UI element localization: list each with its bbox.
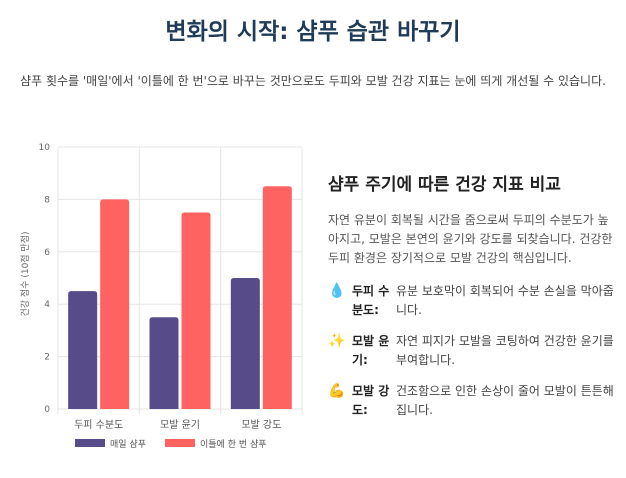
chart-grid <box>57 146 303 414</box>
item-hair-strength: 💪 모발 강도: 건조함으로 인한 손상이 줄어 모발이 튼튼해집니다. <box>328 382 614 420</box>
legend-label: 매일 샴푸 <box>110 439 146 450</box>
item-desc: 건조함으로 인한 손상이 줄어 모발이 튼튼해집니다. <box>396 384 614 417</box>
y-tick-label: 10 <box>39 143 51 153</box>
bar <box>68 291 98 409</box>
legend-swatch <box>165 439 195 447</box>
x-tick-label: 두피 수분도 <box>74 419 123 431</box>
chart-bars <box>68 186 292 409</box>
y-tick-label: 2 <box>44 353 50 363</box>
y-axis-ticks: 0 2 4 6 8 10 <box>39 143 51 415</box>
item-hair-shine: ✨ 모발 윤기: 자연 피지가 모발을 코팅하여 건강한 윤기를 부여합니다. <box>328 332 614 370</box>
item-title: 두피 수분도: <box>352 284 390 317</box>
bar <box>100 199 130 409</box>
panel-title: 샴푸 주기에 따른 건강 지표 비교 <box>328 175 561 195</box>
page-title: 변화의 시작: 샴푸 습관 바꾸기 <box>165 19 461 45</box>
panel-description: 자연 유분이 회복될 시간을 줌으로써 두피의 수분도가 높아지고, 모발은 본… <box>328 213 613 265</box>
bar <box>262 186 292 409</box>
legend-label: 이틀에 한 번 샴푸 <box>200 439 267 450</box>
item-scalp-moisture: 💧 두피 수분도: 유분 보호막이 회복되어 수분 손실을 막아줍니다. <box>328 282 614 320</box>
x-axis-labels: 두피 수분도 모발 윤기 모발 강도 <box>74 419 281 431</box>
item-desc: 자연 피지가 모발을 코팅하여 건강한 윤기를 부여합니다. <box>396 334 614 367</box>
x-tick-label: 모발 윤기 <box>160 419 200 431</box>
item-title: 모발 강도: <box>352 384 390 417</box>
x-tick-label: 모발 강도 <box>241 419 281 431</box>
y-tick-label: 8 <box>44 195 50 205</box>
muscle-icon: 💪 <box>328 383 346 399</box>
chart-legend: 매일 샴푸 이틀에 한 번 샴푸 <box>75 439 267 450</box>
y-axis-label: 건강 점수 (10점 만점) <box>19 231 31 316</box>
y-tick-label: 4 <box>44 300 50 310</box>
bar <box>149 317 179 409</box>
sparkles-icon: ✨ <box>328 333 346 349</box>
bar <box>181 212 211 409</box>
y-tick-label: 6 <box>44 248 50 258</box>
page-subtitle: 샴푸 횟수를 '매일'에서 '이틀에 한 번'으로 바꾸는 것만으로도 두피와 … <box>20 74 606 88</box>
legend-swatch <box>75 439 105 447</box>
bar <box>230 278 260 409</box>
info-panel: 샴푸 주기에 따른 건강 지표 비교 자연 유분이 회복될 시간을 줌으로써 두… <box>328 170 614 432</box>
item-title: 모발 윤기: <box>352 334 390 367</box>
y-tick-label: 0 <box>44 405 50 415</box>
water-drop-icon: 💧 <box>328 283 346 299</box>
item-desc: 유분 보호막이 회복되어 수분 손실을 막아줍니다. <box>396 284 614 317</box>
